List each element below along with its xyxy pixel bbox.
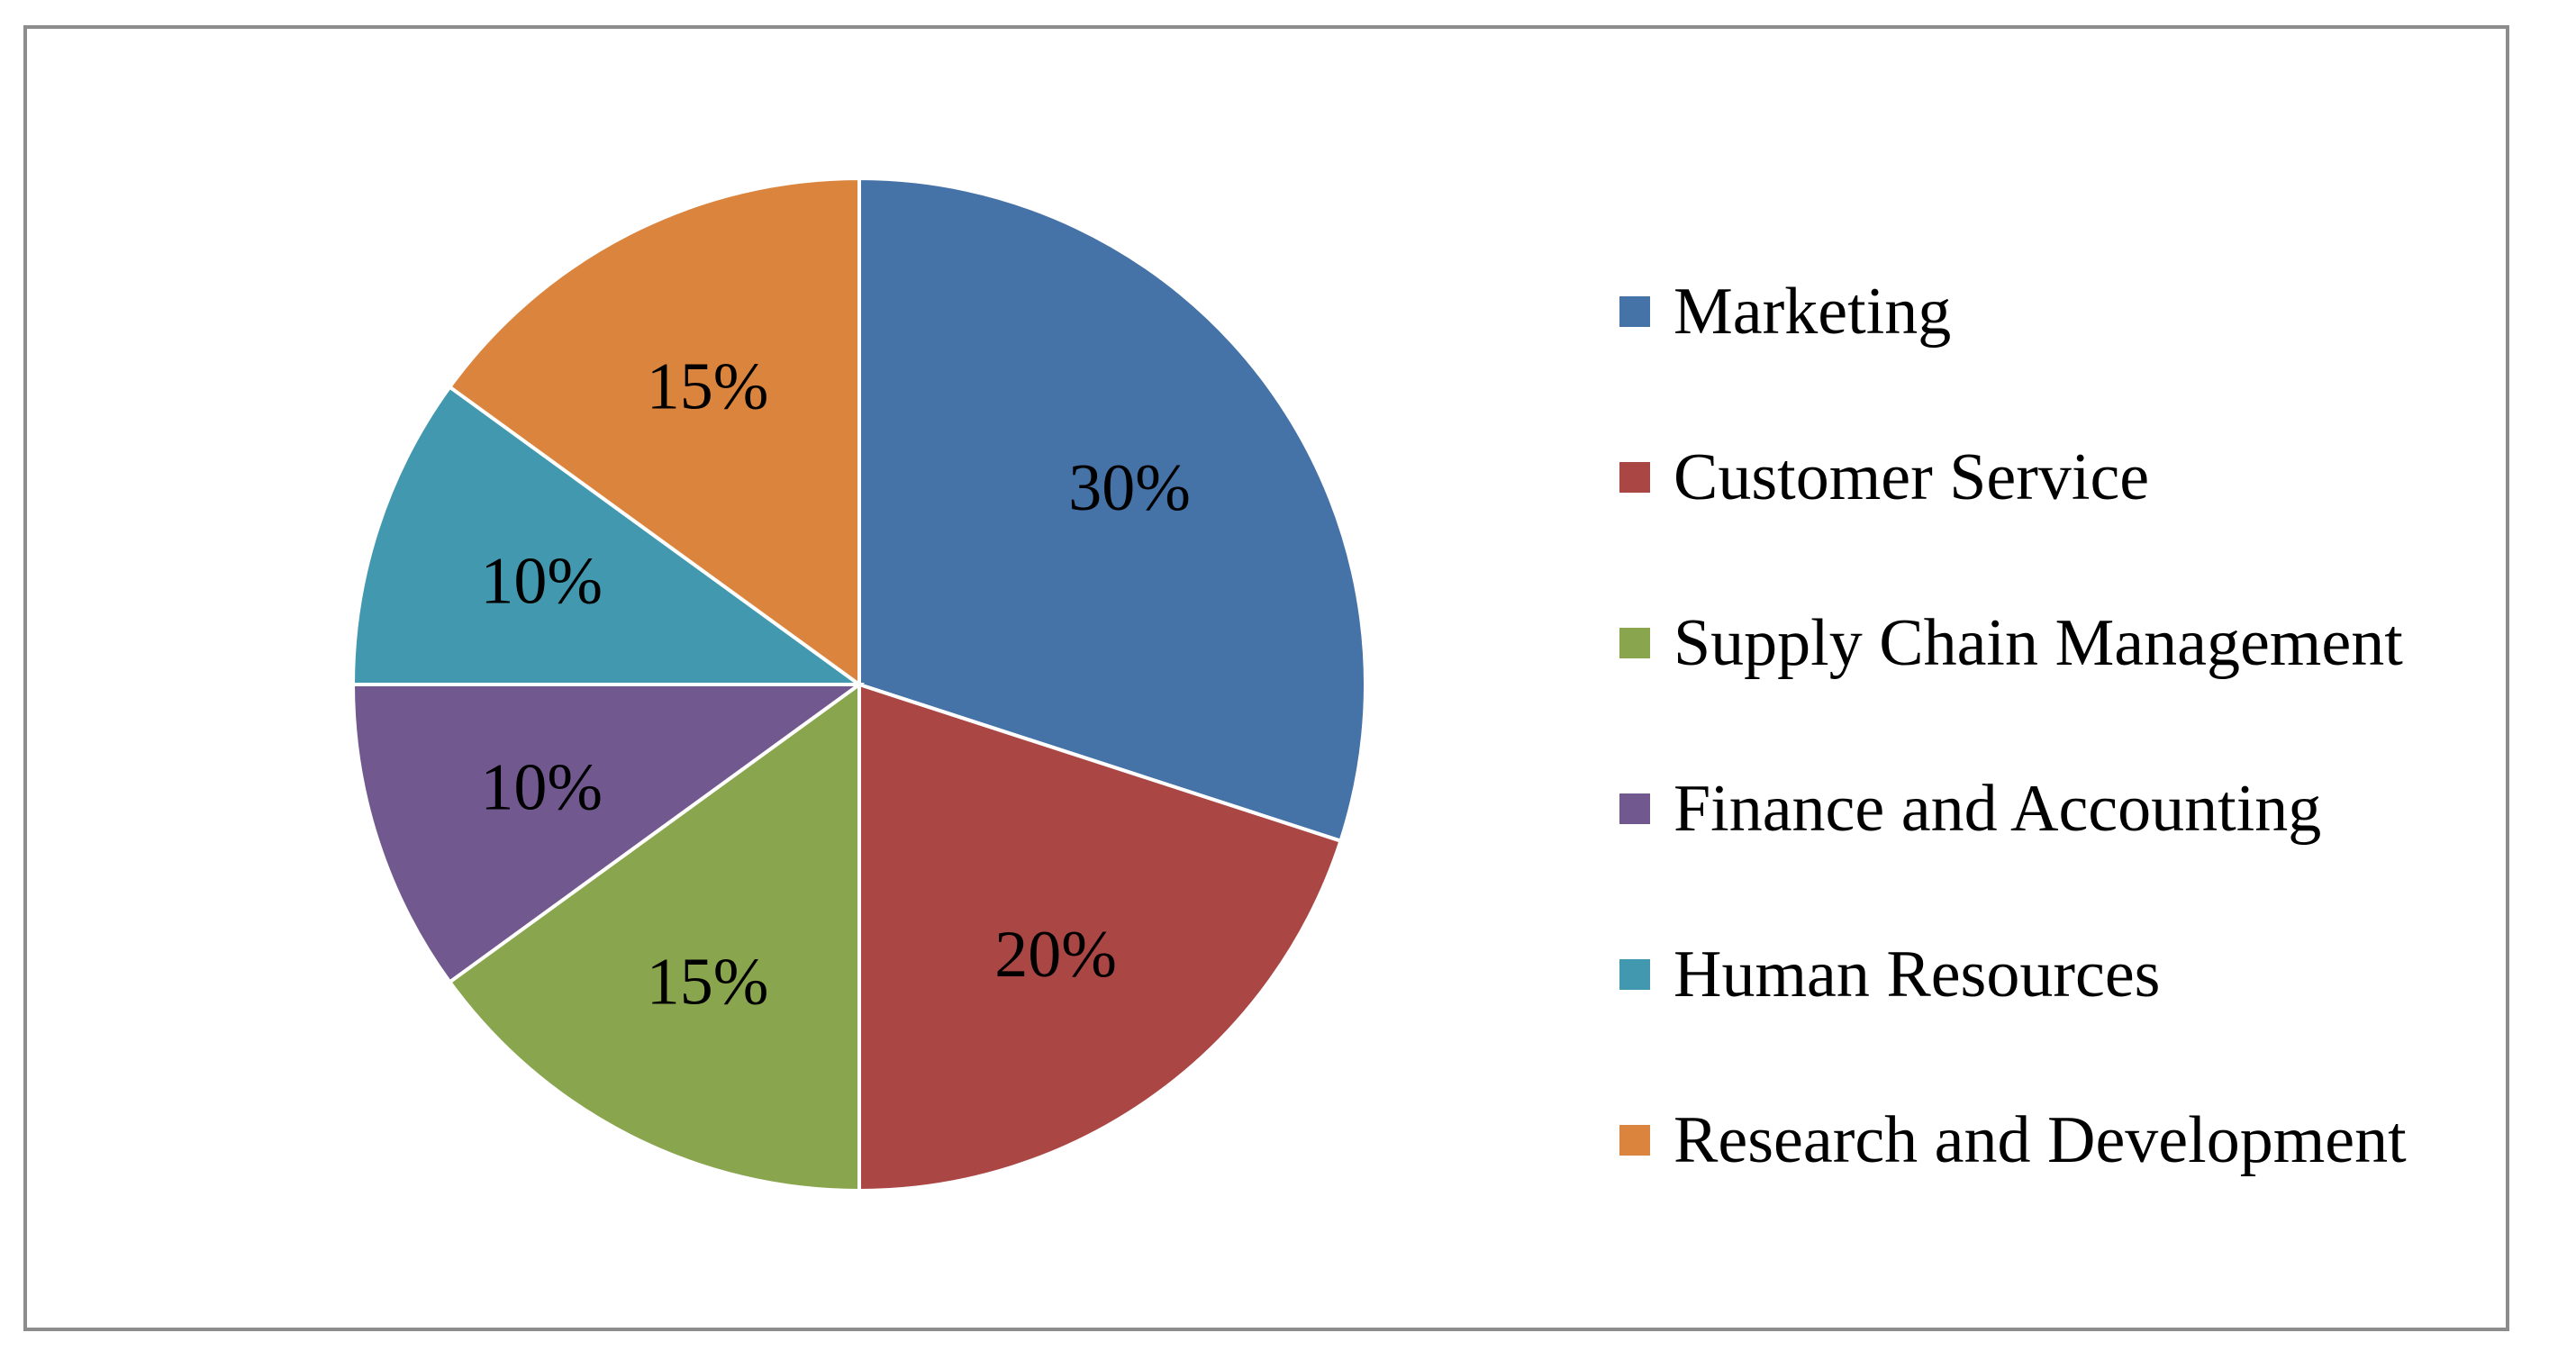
legend-item-marketing: Marketing <box>1619 229 2520 394</box>
data-label-marketing: 30% <box>1068 451 1191 525</box>
data-label-supply-chain-management: 15% <box>647 945 769 1019</box>
pie-chart: 30% 20% 15% 10% 10% 15% <box>350 176 1367 1193</box>
pie-slice-human-resources <box>350 384 866 686</box>
legend-item-research-and-development: Research and Development <box>1619 1057 2520 1223</box>
legend-label: Marketing <box>1673 275 1952 349</box>
legend-label: Research and Development <box>1673 1103 2407 1177</box>
legend-swatch <box>1619 628 1650 658</box>
legend: Marketing Customer Service Supply Chain Ma… <box>1619 229 2520 1223</box>
legend-swatch <box>1619 462 1650 493</box>
pie-slice-research-and-development <box>447 176 861 688</box>
legend-item-supply-chain-management: Supply Chain Management <box>1619 560 2520 726</box>
legend-item-finance-and-accounting: Finance and Accounting <box>1619 726 2520 892</box>
pie-slice-customer-service <box>857 682 1344 1193</box>
legend-swatch <box>1619 793 1650 824</box>
chart-frame: 30% 20% 15% 10% 10% 15% Marketing Customer Ser… <box>23 25 2509 1331</box>
legend-label: Customer Service <box>1673 440 2150 514</box>
data-label-customer-service: 20% <box>994 918 1117 992</box>
legend-item-customer-service: Customer Service <box>1619 394 2520 560</box>
legend-swatch <box>1619 1125 1650 1156</box>
legend-swatch <box>1619 959 1650 990</box>
data-label-human-resources: 10% <box>480 544 603 618</box>
data-label-finance-and-accounting: 10% <box>480 751 603 825</box>
pie-slice-marketing <box>857 176 1367 844</box>
legend-swatch <box>1619 296 1650 327</box>
legend-item-human-resources: Human Resources <box>1619 892 2520 1057</box>
data-label-research-and-development: 15% <box>647 350 769 424</box>
pie-slice-supply-chain-management <box>447 681 861 1193</box>
pie-slice-finance-and-accounting <box>350 683 866 985</box>
legend-label: Finance and Accounting <box>1673 772 2322 846</box>
legend-label: Human Resources <box>1673 938 2161 1011</box>
legend-label: Supply Chain Management <box>1673 606 2403 680</box>
